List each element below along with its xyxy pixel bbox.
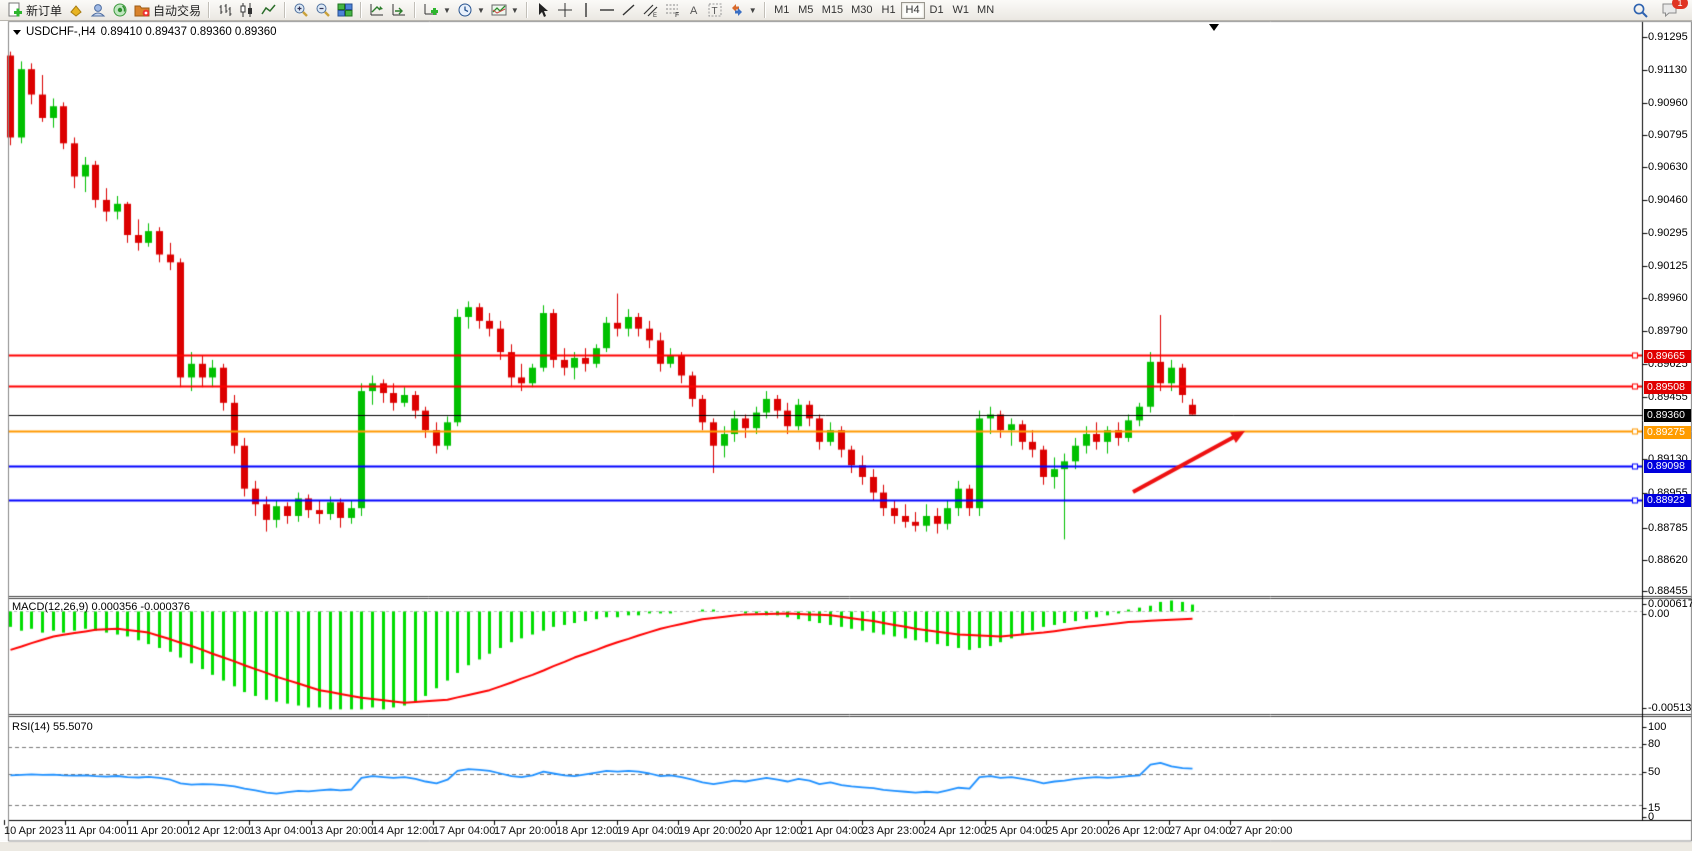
bar-chart-button[interactable] (214, 1, 236, 20)
templates-button[interactable]: ▼ (488, 1, 522, 20)
cursor-tool-button[interactable] (532, 1, 554, 20)
channel-tool-button[interactable]: E (640, 1, 662, 20)
charts-icon (70, 5, 82, 17)
text-label-tool-button[interactable]: T (704, 1, 726, 20)
toolbar-separator (360, 2, 363, 18)
templates-icon (491, 4, 507, 16)
periods-button[interactable]: ▼ (454, 1, 488, 20)
autotrade-button[interactable]: 自动交易 (131, 1, 204, 20)
auto-scroll-icon (370, 4, 384, 16)
timeframe-w1-button[interactable]: W1 (949, 2, 974, 19)
auto-scroll-button[interactable] (366, 1, 388, 20)
svg-text:E: E (653, 13, 657, 18)
timeframe-group: M1 M5 M15 M30 H1 H4 D1 W1 MN (770, 0, 998, 21)
trendline-icon (622, 4, 635, 16)
horizontal-line-icon (599, 9, 614, 11)
periods-dropdown-caret: ▼ (476, 5, 485, 15)
zoom-in-icon (294, 3, 308, 17)
channel-icon: E (643, 4, 658, 18)
zoom-out-icon (316, 3, 330, 17)
toolbar-separator (414, 2, 417, 18)
chart-shift-button[interactable] (388, 1, 410, 20)
trendline-tool-button[interactable] (618, 1, 640, 20)
zoom-in-button[interactable] (290, 1, 312, 20)
text-label-icon: T (708, 3, 722, 17)
toolbar-separator (284, 2, 287, 18)
search-button[interactable] (1629, 1, 1652, 20)
toolbar-separator (763, 2, 766, 18)
line-chart-button[interactable] (258, 1, 280, 20)
timeframe-h4-button[interactable]: H4 (900, 1, 925, 19)
fibonacci-icon: F (665, 4, 679, 18)
text-icon: A (690, 5, 698, 17)
signals-icon (113, 3, 127, 17)
notification-badge: 1 (1672, 0, 1688, 9)
zoom-out-button[interactable] (312, 1, 334, 20)
arrows-icon (731, 4, 742, 16)
timeframe-d1-button[interactable]: D1 (925, 2, 949, 19)
toolbar-separator (208, 2, 211, 18)
autotrade-icon (134, 5, 150, 17)
tile-windows-icon (337, 3, 353, 17)
signals-button[interactable] (109, 1, 131, 20)
toolbar-separator (525, 2, 528, 18)
clock-icon (458, 3, 472, 17)
timeframe-m1-button[interactable]: M1 (770, 2, 794, 19)
text-tool-button[interactable]: A (684, 1, 704, 20)
arrows-dropdown-caret: ▼ (748, 5, 757, 15)
fibonacci-tool-button[interactable]: F (662, 1, 684, 20)
arrows-tool-button[interactable]: ▼ (726, 1, 760, 20)
market-watch-button[interactable] (87, 1, 109, 20)
indicators-icon (424, 4, 439, 15)
timeframe-mn-button[interactable]: MN (973, 2, 998, 19)
line-chart-icon (261, 4, 276, 15)
horizontal-line-tool-button[interactable] (596, 1, 618, 20)
new-order-label: 新订单 (26, 3, 63, 18)
svg-text:F: F (675, 12, 679, 18)
crosshair-icon (557, 3, 572, 17)
candlestick-chart-icon (240, 3, 253, 17)
tile-windows-button[interactable] (334, 1, 356, 20)
new-order-button[interactable]: 新订单 (4, 1, 65, 20)
timeframe-m15-button[interactable]: M15 (818, 2, 847, 19)
autotrade-label: 自动交易 (153, 3, 202, 18)
vertical-line-tool-button[interactable] (576, 1, 596, 20)
svg-text:A: A (690, 5, 698, 17)
notifications-button[interactable]: 1 (1658, 0, 1688, 20)
indicators-button[interactable]: ▼ (420, 1, 454, 20)
main-toolbar: 新订单 自动交易 (0, 0, 1692, 21)
market-watch-icon (90, 4, 106, 17)
templates-dropdown-caret: ▼ (510, 5, 519, 15)
chart-shift-icon (392, 4, 406, 16)
timeframe-m30-button[interactable]: M30 (847, 2, 876, 19)
cursor-icon (538, 3, 548, 17)
crosshair-tool-button[interactable] (554, 1, 576, 20)
svg-text:T: T (711, 6, 717, 17)
timeframe-h1-button[interactable]: H1 (877, 2, 901, 19)
candlestick-chart-button[interactable] (236, 1, 258, 20)
vertical-line-icon (585, 3, 587, 17)
new-order-icon (8, 2, 22, 17)
indicators-dropdown-caret: ▼ (443, 5, 451, 15)
search-icon (1633, 3, 1648, 18)
bar-chart-icon (219, 4, 232, 16)
charts-button[interactable] (65, 1, 87, 20)
timeframe-m5-button[interactable]: M5 (794, 2, 818, 19)
